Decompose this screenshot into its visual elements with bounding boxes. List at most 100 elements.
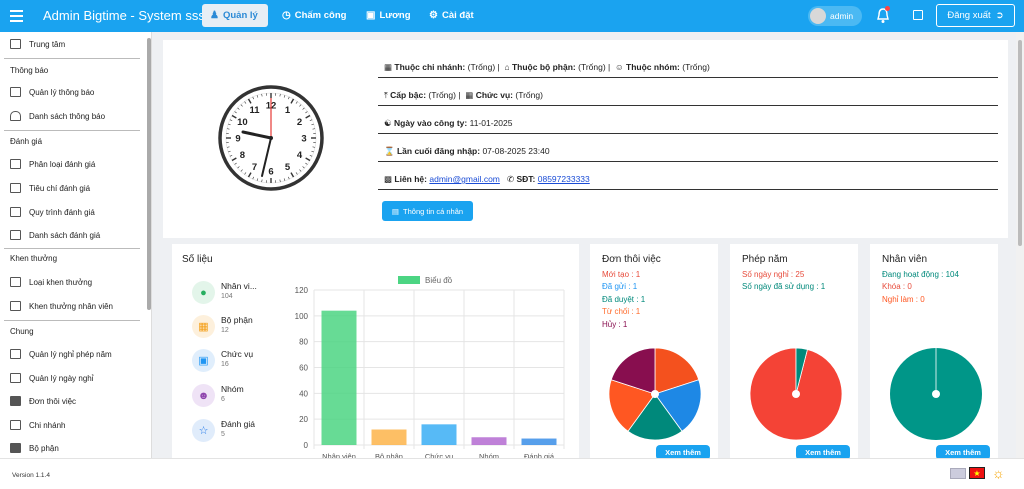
hourglass-icon: ⌛	[384, 146, 395, 156]
clock-tick	[299, 169, 302, 172]
sidebar-item-nghi-phep-nam[interactable]: Quản lý nghỉ phép năm	[10, 347, 112, 361]
pie-slice[interactable]	[654, 347, 700, 395]
clock-number: 4	[297, 150, 303, 161]
sidebar-item-don-thoi-viec[interactable]: Đơn thôi việc	[10, 394, 76, 408]
flag-vn-icon[interactable]: ★	[969, 467, 985, 479]
email-link[interactable]: admin@gmail.com	[429, 174, 500, 184]
theme-toggle-icon[interactable]: ☼	[992, 465, 1005, 481]
sidebar-item-phan-loai-danh-gia[interactable]: Phân loại đánh giá	[10, 157, 95, 171]
clock-tick	[305, 114, 311, 119]
pie-center	[792, 390, 800, 398]
sidebar-item-quan-ly-thong-bao[interactable]: Quản lý thông báo	[10, 85, 94, 99]
stat-departments[interactable]: ▦ Bộ phận 12	[192, 315, 253, 338]
bar[interactable]	[471, 437, 507, 445]
tab-luong[interactable]: ▣ Lương	[366, 10, 411, 21]
stat-reviews[interactable]: ☆ Đánh giá 5	[192, 419, 255, 442]
leave-stats: Số ngày nghỉ : 25 Số ngày đã sử dụng : 1	[742, 269, 825, 294]
sidebar-item-trung-tam[interactable]: Trung tâm	[10, 37, 65, 51]
section-danh-gia: Đánh giá	[10, 137, 43, 146]
leave-more-button[interactable]: Xem thêm	[796, 445, 850, 460]
pie-slice[interactable]	[795, 347, 808, 395]
clock-number: 3	[301, 134, 306, 145]
personal-info-button[interactable]: ▤ Thông tin cá nhân	[382, 201, 473, 221]
sidebar-item-chi-nhanh[interactable]: Chi nhánh	[10, 418, 65, 432]
x-tick-label: Đánh giá	[524, 452, 555, 458]
stat-line: Đã gửi : 1	[602, 282, 638, 292]
dashboard-icon	[10, 39, 21, 49]
handshake-icon: ☯	[384, 118, 392, 128]
stats-title: Số liệu	[182, 254, 213, 265]
pie-slice[interactable]	[610, 347, 656, 395]
clock-tick	[305, 111, 308, 114]
phone-link[interactable]: 08597233333	[537, 174, 590, 184]
divider	[4, 130, 140, 131]
org-info-row: ▦ Thuộc chi nhánh: (Trống) | ⌂ Thuộc bộ …	[384, 62, 710, 72]
divider	[378, 161, 998, 162]
leave-pie-chart	[749, 347, 843, 441]
stat-line: Đang hoạt động : 104	[882, 270, 959, 279]
stat-groups[interactable]: ☻ Nhóm 6	[192, 384, 244, 407]
tab-quan-ly[interactable]: ♟ Quản lý	[202, 4, 268, 27]
sidebar-item-loai-khen-thuong[interactable]: Loại khen thưởng	[10, 275, 92, 289]
x-tick-label: Bộ phận	[375, 452, 403, 458]
phone-icon: ✆	[506, 174, 515, 184]
clock-number: 9	[235, 134, 240, 145]
logout-button[interactable]: Đăng xuất ➲	[936, 4, 1015, 27]
user-icon: ●	[192, 281, 215, 304]
stat-employees[interactable]: ● Nhân vi... 104	[192, 281, 257, 304]
y-tick-label: 80	[299, 338, 308, 347]
resign-stats: Mới tạo : 1 Đã gửi : 1 Đã duyệt : 1 Từ chối…	[602, 269, 645, 331]
clock-tick	[256, 95, 259, 98]
settings-icon: ⚙	[429, 10, 438, 21]
sidebar-item-khen-thuong-nhan-vien[interactable]: Khen thưởng nhân viên	[10, 299, 113, 313]
clock-number: 5	[285, 162, 291, 173]
id-badge-icon: ▤	[391, 206, 400, 216]
stat-line: Đã duyệt : 1	[602, 294, 646, 304]
clock-tick	[295, 172, 298, 175]
stat-line: Nghỉ làm : 0	[882, 294, 925, 304]
calendar-icon	[10, 373, 21, 383]
resign-more-button[interactable]: Xem thêm	[656, 445, 710, 460]
bar[interactable]	[421, 424, 457, 445]
sidebar-item-ngay-nghi[interactable]: Quản lý ngày nghỉ	[10, 371, 94, 385]
bar[interactable]	[321, 310, 357, 445]
bar[interactable]	[521, 438, 557, 445]
y-tick-label: 20	[299, 415, 308, 424]
pie-slice[interactable]	[654, 379, 702, 432]
user-menu[interactable]: admin	[808, 6, 862, 26]
clock-tick	[228, 150, 231, 153]
department-icon	[10, 443, 21, 453]
pie-slice[interactable]	[608, 379, 656, 432]
fullscreen-icon[interactable]	[913, 10, 923, 20]
employee-more-button[interactable]: Xem thêm	[936, 445, 990, 460]
menu-icon[interactable]	[10, 10, 23, 22]
sidebar-item-danh-sach-thong-bao[interactable]: Danh sách thông báo	[10, 109, 105, 123]
stat-positions[interactable]: ▣ Chức vụ 16	[192, 349, 253, 372]
id-card-icon: ▩	[384, 174, 393, 184]
sidebar-item-danh-sach-danh-gia[interactable]: Danh sách đánh giá	[10, 228, 100, 242]
flag-uk-icon[interactable]	[950, 468, 966, 479]
tab-cham-cong[interactable]: ◷ Chấm công	[282, 10, 347, 21]
sidebar-item-quy-trinh-danh-gia[interactable]: Quy trình đánh giá	[10, 205, 95, 219]
tab-cai-dat[interactable]: ⚙ Cài đặt	[429, 10, 474, 21]
clock-tick	[312, 128, 316, 130]
pie-slice[interactable]	[627, 393, 683, 441]
clock-number: 11	[249, 105, 260, 116]
y-tick-label: 0	[304, 441, 309, 450]
leave-title: Phép năm	[742, 254, 788, 265]
bar[interactable]	[371, 429, 407, 446]
last-login-row: ⌛ Lần cuối đăng nhập: 07-08-2025 23:40	[384, 146, 550, 156]
clock-tick	[237, 107, 240, 110]
logout-icon: ➲	[995, 10, 1004, 21]
sidebar-item-bo-phan[interactable]: Bộ phận	[10, 441, 59, 455]
resign-pie-chart	[608, 347, 702, 441]
main-scrollbar[interactable]	[1016, 32, 1024, 458]
employee-title: Nhân viên	[882, 254, 928, 265]
clock-tick	[288, 176, 290, 180]
x-tick-label: Nhóm	[479, 452, 499, 458]
clock-tick	[261, 179, 263, 183]
rank-icon: ⤒	[384, 90, 388, 100]
legend-swatch	[398, 276, 420, 284]
sidebar-item-tieu-chi-danh-gia[interactable]: Tiêu chí đánh giá	[10, 181, 90, 195]
sidebar-scrollbar[interactable]	[147, 38, 151, 310]
